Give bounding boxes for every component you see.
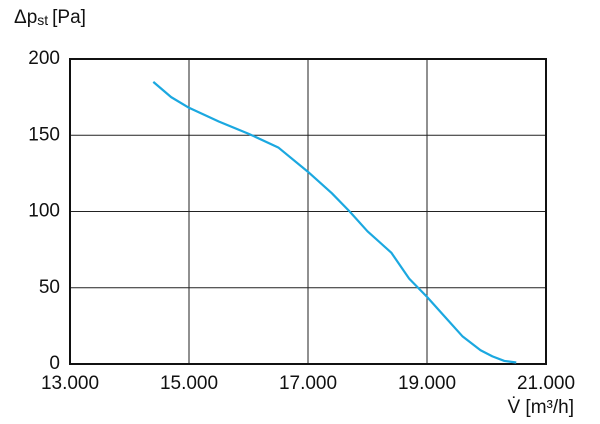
y-tick-label: 100 — [28, 201, 60, 222]
y-label-unit: [Pa] — [52, 7, 86, 28]
y-label-sub: st — [37, 12, 48, 28]
y-label-main: Δp — [14, 7, 37, 28]
plot-frame — [69, 58, 547, 365]
x-tick-label: 15.000 — [160, 373, 218, 394]
x-tick-label: 19.000 — [398, 373, 456, 394]
y-tick-label: 0 — [49, 353, 60, 374]
x-tick-label: 21.000 — [517, 373, 575, 394]
y-tick-label: 50 — [39, 277, 60, 298]
x-tick-label: 13.000 — [41, 373, 99, 394]
y-axis-label: Δpst [Pa] — [14, 7, 86, 28]
x-axis-label: V̇ [m³/h] — [507, 397, 574, 418]
y-tick-label: 200 — [28, 48, 60, 69]
y-tick-label: 150 — [28, 124, 60, 145]
x-tick-label: 17.000 — [279, 373, 337, 394]
curve — [152, 81, 517, 364]
